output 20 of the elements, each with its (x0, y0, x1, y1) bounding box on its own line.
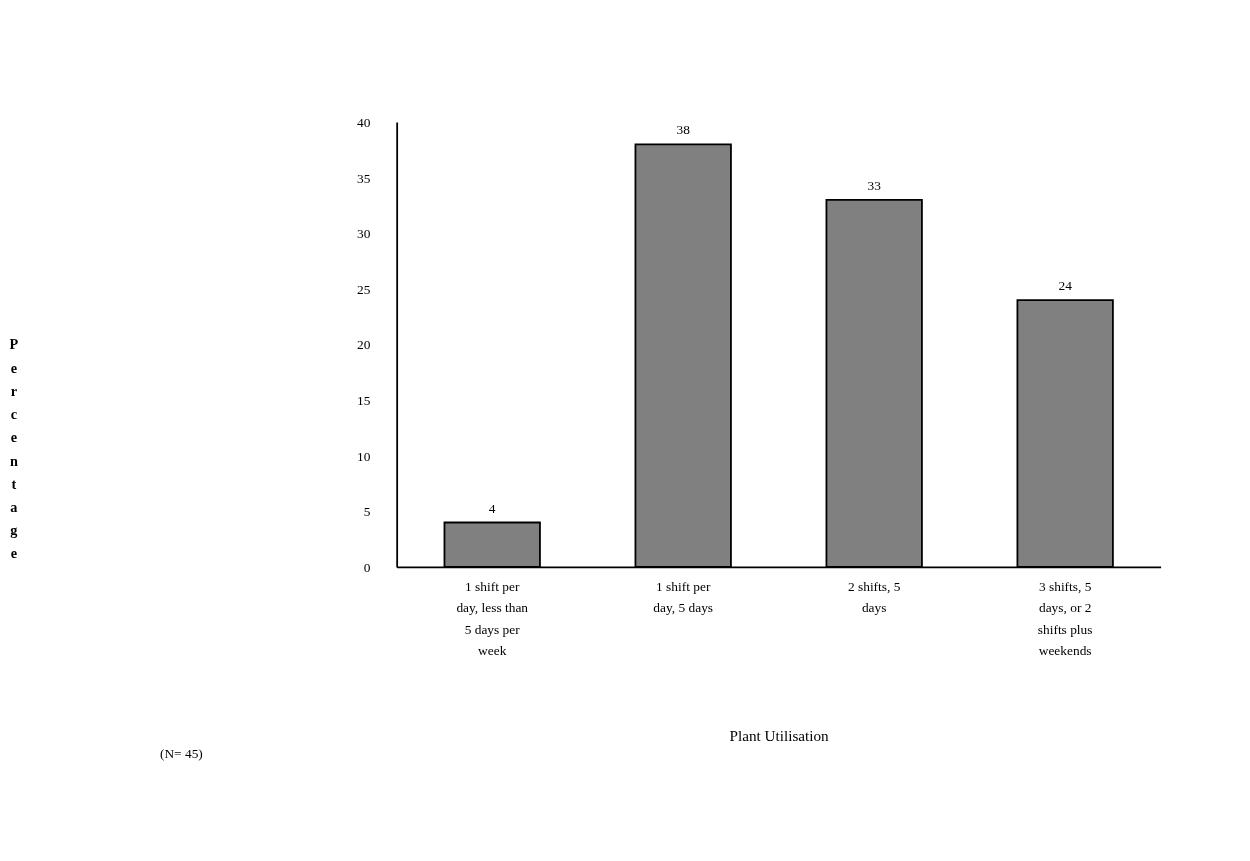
text: (N= 45) (159, 746, 203, 762)
y-tick-label: 10 (356, 448, 371, 464)
data-label: 38 (676, 122, 691, 138)
y-tick-label: 30 (356, 226, 371, 242)
data-label: 24 (1058, 278, 1073, 294)
y-tick-label: 15 (356, 393, 371, 409)
data-label: 4 (488, 500, 496, 516)
data-label: 33 (867, 178, 882, 194)
y-tick-label: 40 (356, 114, 371, 130)
x-tick-label: 1 shift per day, less than 5 days per week (456, 578, 529, 659)
x-tick-label: 2 shifts, 5 days (847, 578, 901, 616)
x-axis-title: Plant Utilisation (729, 726, 830, 744)
x-tick-label: 3 shifts, 5 days, or 2 shifts plus weekends (1037, 578, 1093, 659)
text: Percentage (9, 336, 19, 562)
x-tick-label: 1 shift per day, 5 days (653, 578, 714, 616)
y-tick-label: 20 (356, 337, 371, 353)
y-tick-label: 25 (356, 281, 371, 297)
y-tick-label: 35 (356, 170, 371, 186)
y-tick-label: 0 (363, 559, 371, 575)
y-tick-label: 5 (363, 504, 371, 520)
